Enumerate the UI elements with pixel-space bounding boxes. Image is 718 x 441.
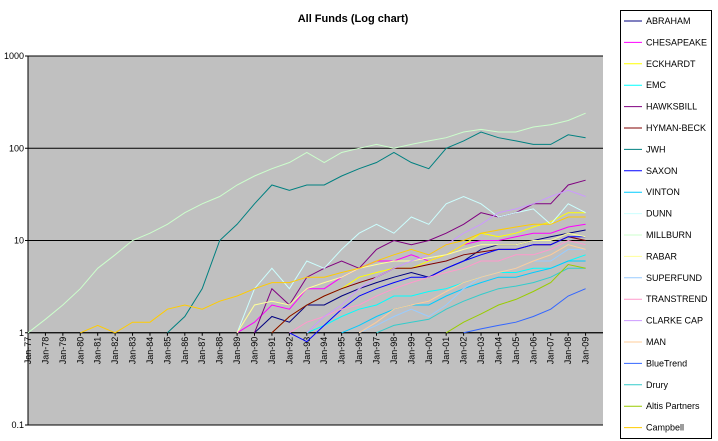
x-tick-label: Jan-97 [371, 337, 381, 365]
legend-label: JWH [646, 144, 666, 154]
series-line [358, 244, 586, 334]
x-tick-label: Jan-89 [232, 337, 242, 365]
y-tick-label: 0.1 [11, 420, 24, 430]
x-tick-label: Jan-82 [110, 337, 120, 365]
legend-label: VINTON [646, 187, 680, 197]
legend-label: ECKHARDT [646, 59, 696, 69]
y-tick-label: 10 [14, 236, 24, 246]
legend-label: Altis Partners [646, 401, 700, 411]
x-tick-label: Jan-99 [406, 337, 416, 365]
x-tick-label: Jan-93 [302, 337, 312, 365]
x-tick-label: Jan-00 [424, 337, 434, 365]
x-tick-label: Jan-80 [75, 337, 85, 365]
x-tick-label: Jan-78 [40, 337, 50, 365]
series-line [445, 263, 586, 334]
series-line [289, 236, 586, 343]
x-tick-label: Jan-98 [389, 337, 399, 365]
series-line [289, 239, 586, 334]
y-tick-label: 100 [9, 143, 24, 153]
y-tick-label: 1000 [4, 51, 24, 61]
legend-label: BlueTrend [646, 358, 687, 368]
x-tick-label: Jan-01 [441, 337, 451, 365]
legend-label: RABAR [646, 251, 678, 261]
legend-label: Campbell [646, 423, 684, 433]
x-tick-label: Jan-95 [337, 337, 347, 365]
series-line [376, 267, 586, 334]
legend-label: MILLBURN [646, 230, 692, 240]
legend-label: SUPERFUND [646, 273, 703, 283]
legend-label: TRANSTREND [646, 294, 708, 304]
legend-label: DUNN [646, 209, 672, 219]
series-line [306, 254, 586, 334]
series-line [254, 179, 586, 333]
legend-label: Drury [646, 380, 668, 390]
series-line [167, 131, 586, 334]
x-tick-label: Jan-03 [476, 337, 486, 365]
series-line [80, 216, 586, 334]
series-line [27, 112, 586, 334]
x-tick-label: Jan-02 [459, 337, 469, 365]
x-tick-label: Jan-85 [162, 337, 172, 365]
x-tick-label: Jan-84 [145, 337, 155, 365]
legend-label: HYMAN-BECK [646, 123, 706, 133]
x-tick-label: Jan-86 [180, 337, 190, 365]
x-tick-label: Jan-81 [93, 337, 103, 365]
series-line [358, 248, 586, 334]
series-line [236, 223, 586, 334]
x-tick-label: Jan-07 [546, 337, 556, 365]
legend-label: MAN [646, 337, 666, 347]
x-tick-label: Jan-05 [511, 337, 521, 365]
legend-label: ABRAHAM [646, 16, 691, 26]
x-tick-label: Jan-04 [493, 337, 503, 365]
x-tick-label: Jan-92 [284, 337, 294, 365]
x-tick-label: Jan-90 [250, 337, 260, 365]
y-tick-label: 1 [19, 328, 24, 338]
x-tick-label: Jan-06 [528, 337, 538, 365]
x-tick-label: Jan-88 [215, 337, 225, 365]
x-tick-label: Jan-94 [319, 337, 329, 365]
series-line [463, 288, 586, 334]
chart-title: All Funds (Log chart) [298, 13, 409, 25]
legend-label: CHESAPEAKE [646, 37, 707, 47]
legend [620, 10, 712, 439]
x-tick-label: Jan-08 [563, 337, 573, 365]
x-tick-label: Jan-83 [128, 337, 138, 365]
legend-label: EMC [646, 80, 667, 90]
x-tick-label: Jan-91 [267, 337, 277, 365]
x-tick-label: Jan-96 [354, 337, 364, 365]
legend-label: SAXON [646, 166, 678, 176]
x-tick-label: Jan-09 [581, 337, 591, 365]
x-tick-label: Jan-79 [58, 337, 68, 365]
x-tick-label: Jan-77 [23, 337, 33, 365]
legend-label: HAWKSBILL [646, 102, 697, 112]
legend-label: CLARKE CAP [646, 316, 703, 326]
series-line [236, 195, 586, 333]
x-tick-label: Jan-87 [197, 337, 207, 365]
